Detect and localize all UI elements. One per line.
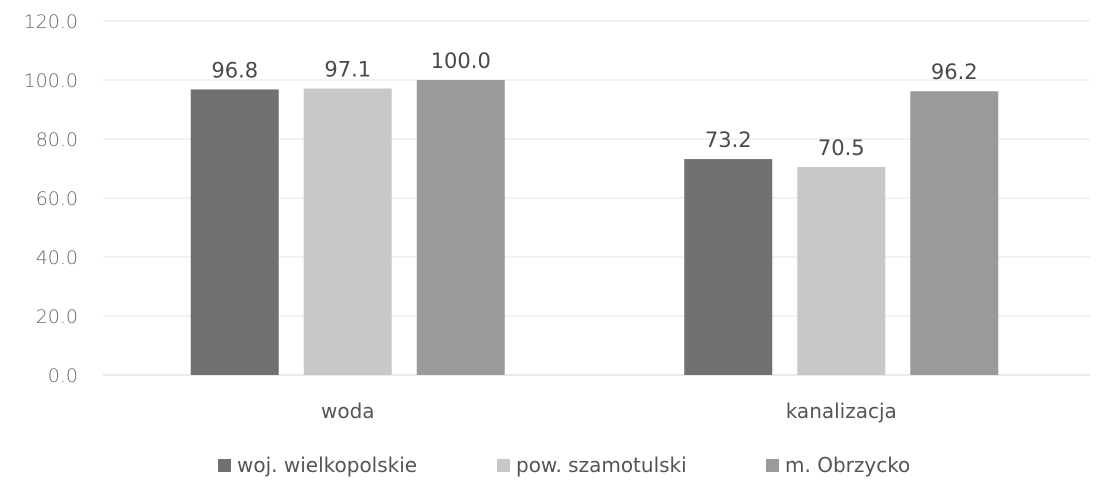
data-label: 73.2 bbox=[705, 128, 752, 152]
legend: woj. wielkopolskie pow. szamotulski m. Obr… bbox=[218, 453, 910, 477]
legend-label: pow. szamotulski bbox=[516, 453, 687, 477]
bar-2-1 bbox=[303, 88, 392, 376]
bar-1-2 bbox=[684, 159, 773, 375]
data-label: 70.5 bbox=[818, 136, 865, 160]
bars bbox=[190, 80, 999, 376]
category-label: kanalizacja bbox=[786, 399, 897, 423]
y-tick-label: 60.0 bbox=[36, 188, 78, 210]
bar-3-2 bbox=[910, 91, 999, 376]
bar-1-1 bbox=[190, 89, 279, 375]
y-tick-label: 80.0 bbox=[36, 129, 78, 151]
category-label: woda bbox=[321, 399, 375, 423]
bar-3-1 bbox=[416, 80, 505, 375]
data-label: 96.8 bbox=[211, 58, 258, 82]
bar-2-2 bbox=[797, 167, 886, 375]
data-label: 97.1 bbox=[324, 58, 371, 82]
legend-swatch bbox=[766, 459, 779, 472]
y-tick-label: 100.0 bbox=[24, 70, 78, 92]
category-labels: woda kanalizacja bbox=[321, 399, 897, 423]
y-tick-label: 40.0 bbox=[36, 247, 78, 269]
y-tick-label: 0.0 bbox=[48, 365, 78, 387]
legend-label: woj. wielkopolskie bbox=[237, 453, 417, 477]
legend-swatch bbox=[497, 459, 510, 472]
legend-label: m. Obrzycko bbox=[785, 453, 910, 477]
y-tick-label: 20.0 bbox=[36, 306, 78, 328]
data-label: 96.2 bbox=[931, 60, 978, 84]
y-axis-ticks: 0.0 20.0 40.0 60.0 80.0 100.0 120.0 bbox=[24, 11, 78, 387]
data-labels: 96.8 73.2 97.1 70.5 100.0 96.2 bbox=[211, 49, 977, 160]
legend-swatch bbox=[218, 459, 231, 472]
data-label: 100.0 bbox=[431, 49, 491, 73]
y-tick-label: 120.0 bbox=[24, 11, 78, 33]
